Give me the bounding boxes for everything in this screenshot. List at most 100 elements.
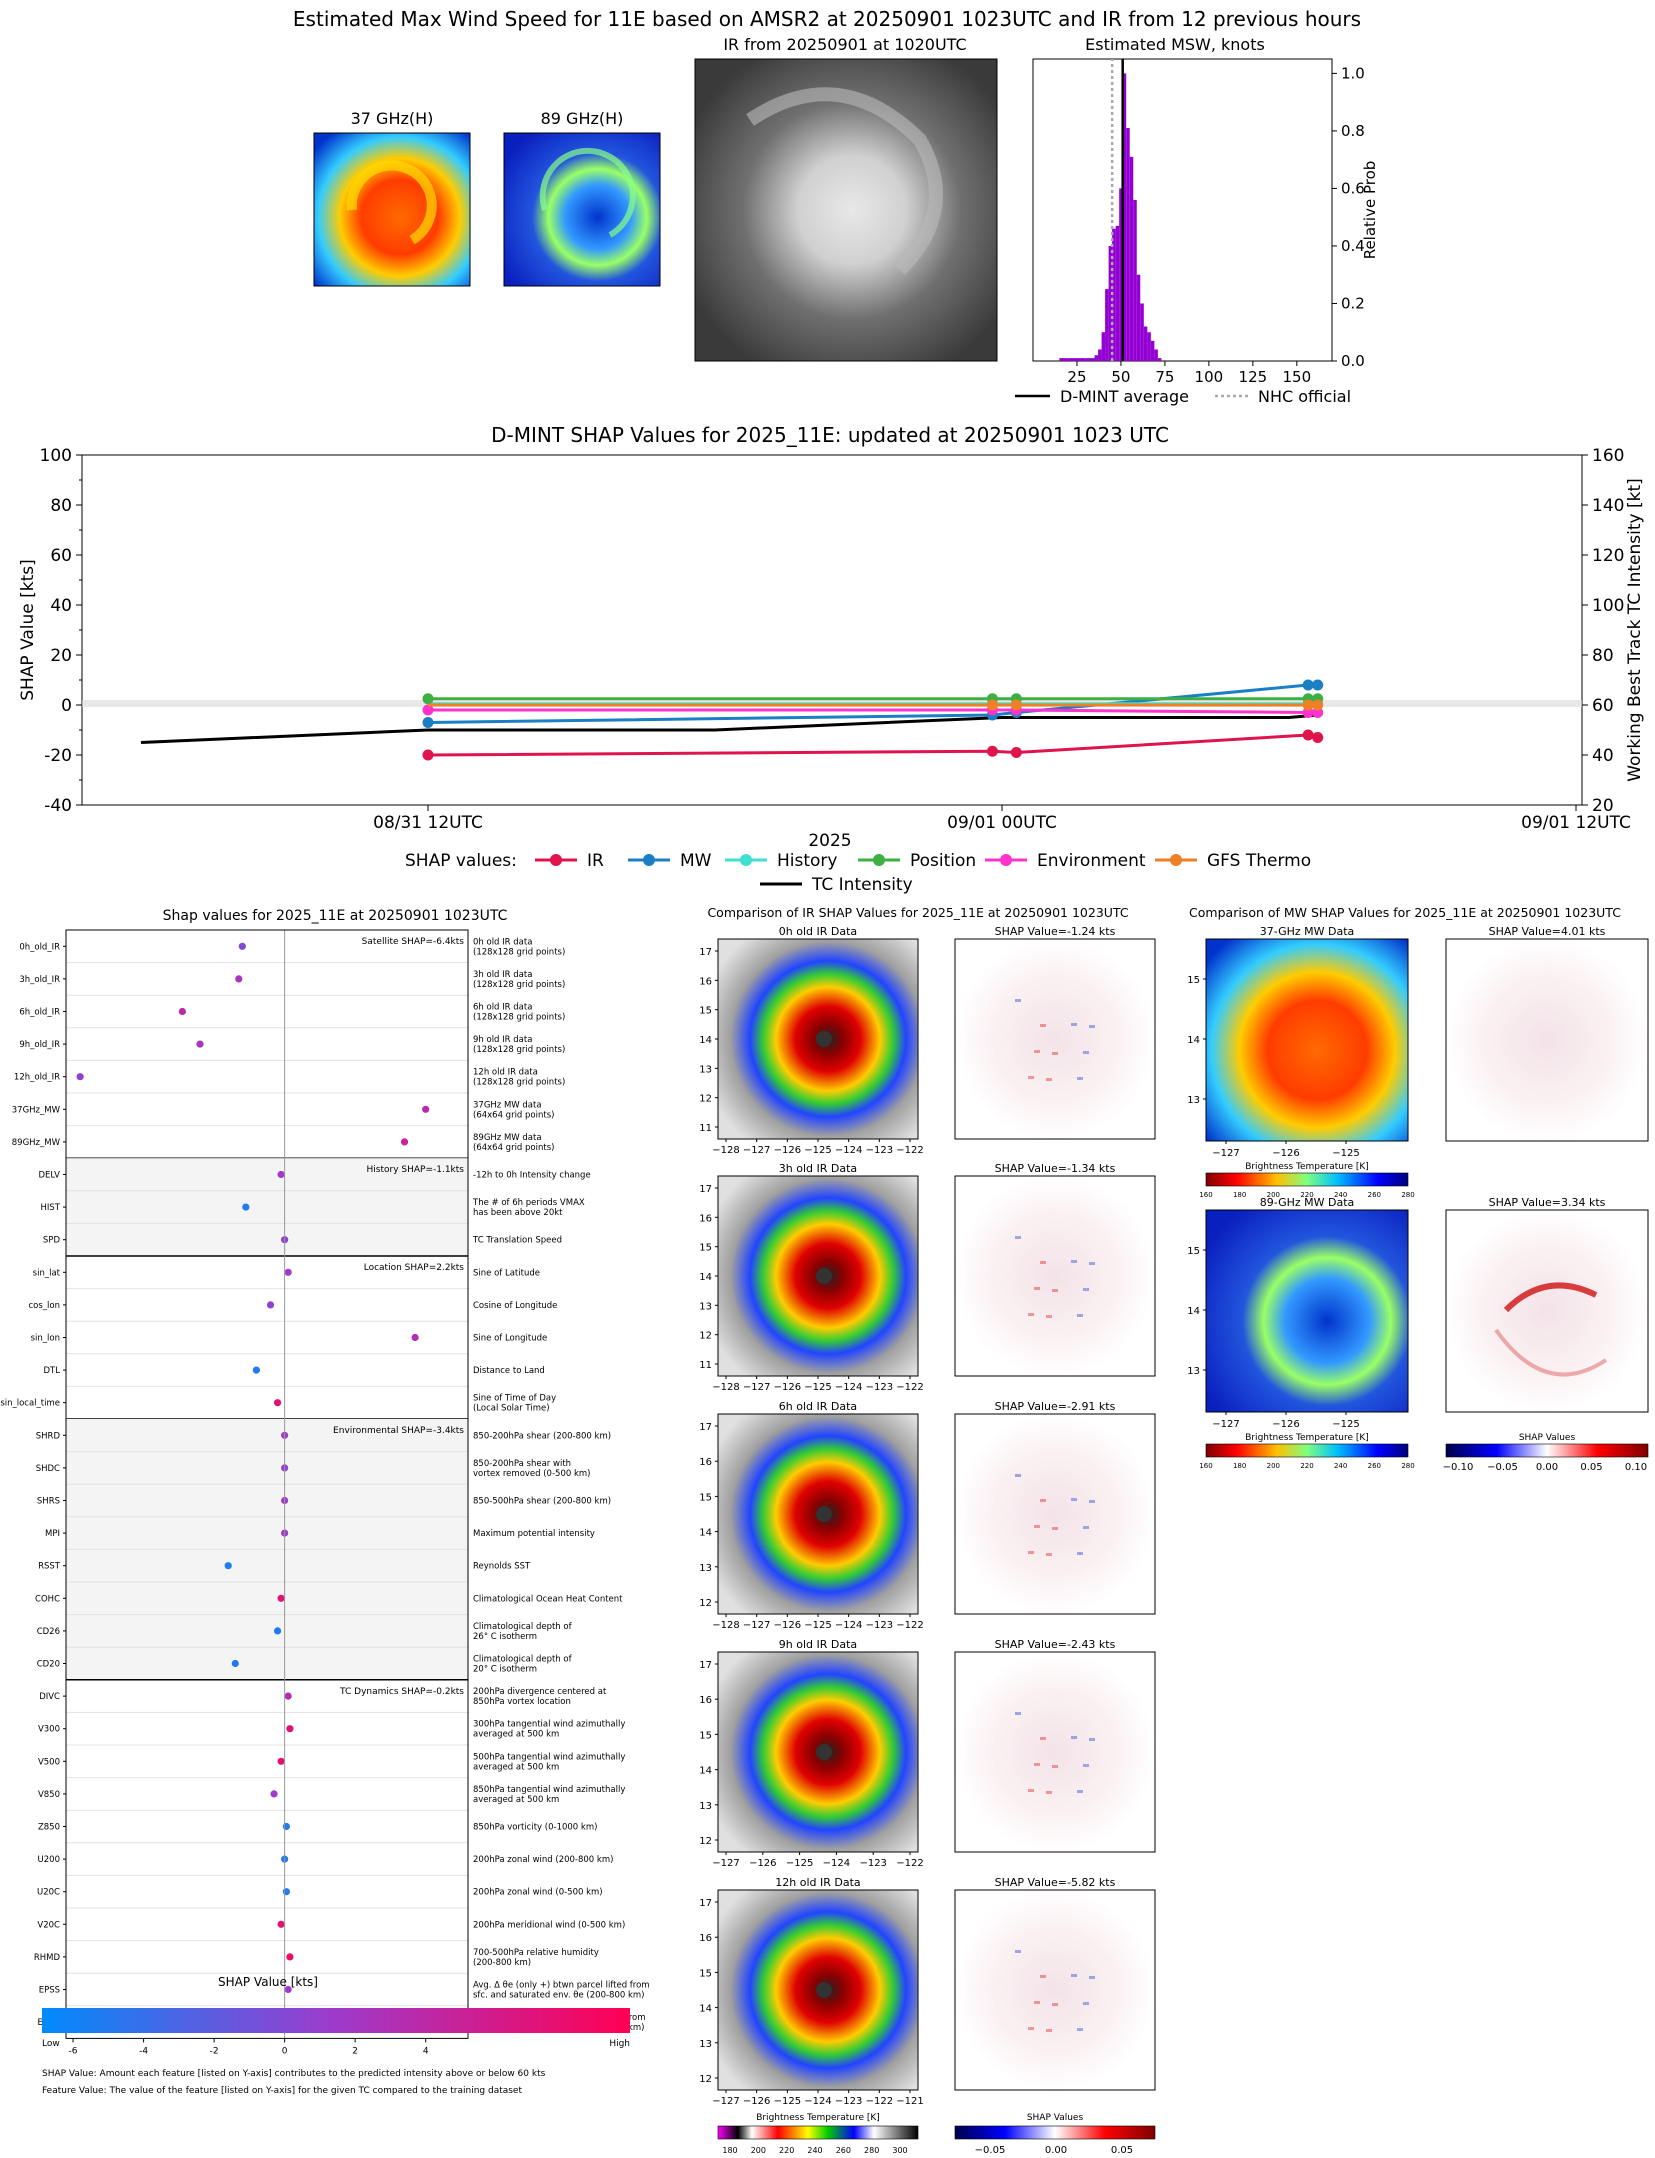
ir-shap-speckle bbox=[1028, 2027, 1034, 2030]
ir-cbar-tick-label: 300 bbox=[892, 2146, 907, 2155]
ts-legend-marker bbox=[1170, 854, 1182, 866]
feat-name-label: 9h_old_IR bbox=[19, 1040, 60, 1050]
ts-xtick-label: 09/01 12UTC bbox=[1521, 813, 1631, 833]
ts-y2tick-label: 60 bbox=[1592, 696, 1614, 716]
ts-legend-label: Position bbox=[910, 851, 976, 871]
ir-shap-speckle bbox=[1028, 1789, 1034, 1792]
ir-shap-panel-image bbox=[954, 938, 1156, 1140]
feat-desc-label: Climatological depth of bbox=[473, 1622, 573, 1632]
feat-group-label: Satellite SHAP=-6.4kts bbox=[362, 937, 465, 947]
ir-shap-speckle bbox=[1052, 1765, 1058, 1768]
feat-name-label: MPI bbox=[45, 1529, 60, 1539]
ir-xtick-label: −126 bbox=[774, 1382, 801, 1393]
mw-shap-panel-image bbox=[1445, 938, 1649, 1142]
feat-desc-label: vortex removed (0-500 km) bbox=[473, 1469, 590, 1479]
ir-ytick-label: 15 bbox=[699, 1006, 712, 1017]
ir-panel-label: 9h old IR Data bbox=[779, 1638, 857, 1651]
mw-cbar-tick-label: 280 bbox=[1401, 1191, 1414, 1199]
feat-shap-point bbox=[282, 1822, 290, 1831]
mw37-thumb-label: 37 GHz(H) bbox=[351, 109, 434, 128]
ir-ytick-label: 13 bbox=[699, 1563, 712, 1574]
feat-name-label: SHDC bbox=[36, 1464, 60, 1474]
ir-panel-label: 12h old IR Data bbox=[775, 1876, 860, 1889]
msw-bar bbox=[1094, 355, 1099, 361]
ir-shap-speckle bbox=[1083, 2002, 1089, 2005]
ir-ytick-label: 16 bbox=[699, 1933, 712, 1944]
ir-xtick-label: −124 bbox=[835, 1382, 862, 1393]
ts-y2tick-label: 40 bbox=[1592, 746, 1614, 766]
ir-ytick-label: 16 bbox=[699, 1695, 712, 1706]
ir-ytick-label: 14 bbox=[699, 1766, 712, 1777]
ir-ytick-label: 13 bbox=[699, 2039, 712, 2050]
msw-bar bbox=[1105, 289, 1109, 361]
feat-shap-point bbox=[282, 1888, 290, 1896]
feat-desc-label: (128x128 grid points) bbox=[473, 1013, 565, 1023]
ir-xtick-label: −125 bbox=[804, 1145, 831, 1156]
feat-xtick-label: -2 bbox=[210, 2046, 219, 2056]
ir-ytick-label: 13 bbox=[699, 1301, 712, 1312]
mw-ytick-label: 13 bbox=[1187, 1095, 1200, 1106]
feat-name-label: COHC bbox=[35, 1594, 60, 1604]
msw-bar bbox=[1126, 128, 1130, 361]
feat-xtick-label: 0 bbox=[282, 2046, 288, 2056]
feat-desc-label: has been above 20kt bbox=[473, 1208, 563, 1218]
ir-shap-speckle bbox=[1015, 1236, 1021, 1239]
feat-name-label: 0h_old_IR bbox=[19, 942, 60, 952]
ts-legend-marker bbox=[740, 854, 752, 866]
ts-ytick-label: 20 bbox=[50, 646, 72, 666]
feat-desc-label: Maximum potential intensity bbox=[473, 1529, 595, 1539]
mw-panel-label: 89-GHz MW Data bbox=[1260, 1196, 1355, 1209]
feat-shap-point bbox=[178, 1007, 186, 1016]
feat-shap-point bbox=[422, 1105, 430, 1113]
msw-bar bbox=[1108, 245, 1113, 361]
feat-name-label: DELV bbox=[38, 1171, 60, 1181]
feat-name-label: cos_lon bbox=[28, 1301, 60, 1311]
ir-cbar-tick-label: 260 bbox=[836, 2146, 851, 2155]
ir-shap-speckle bbox=[1052, 1527, 1058, 1530]
ts-point bbox=[986, 699, 998, 711]
ts-point bbox=[986, 745, 998, 757]
ts-y2tick-label: 160 bbox=[1592, 446, 1624, 466]
msw-bar bbox=[1076, 358, 1086, 361]
msw-bar bbox=[1154, 349, 1158, 361]
ts-series-line bbox=[427, 733, 1319, 757]
ir-shap-speckle bbox=[1071, 1736, 1077, 1739]
feat-group-label: History SHAP=-1.1kts bbox=[367, 1165, 465, 1175]
ir-cbar-tick-label: 220 bbox=[779, 2146, 794, 2155]
feat-shap-point bbox=[231, 1659, 239, 1668]
ir-shap-speckle bbox=[1015, 999, 1021, 1002]
feat-xtick-label: 4 bbox=[423, 2046, 429, 2056]
mw-cbar-tick-label: 180 bbox=[1233, 1191, 1246, 1199]
feat-title: Shap values for 2025_11E at 20250901 102… bbox=[163, 908, 508, 924]
feat-desc-label: Distance to Land bbox=[473, 1366, 545, 1376]
ir-panel-label: 0h old IR Data bbox=[779, 925, 857, 938]
ir-panel-eye bbox=[816, 1268, 832, 1284]
ir-xtick-label: −126 bbox=[749, 1858, 776, 1869]
ts-legend-intensity-label: TC Intensity bbox=[811, 875, 913, 895]
mwc-title: Comparison of MW SHAP Values for 2025_11… bbox=[1189, 905, 1621, 920]
feat-desc-label: 9h old IR data bbox=[473, 1035, 532, 1045]
ir-shap-speckle bbox=[1089, 1500, 1095, 1503]
ir-shap-speckle bbox=[1040, 1261, 1046, 1264]
feat-shap-point bbox=[277, 1757, 285, 1765]
ir-shap-speckle bbox=[1034, 1525, 1040, 1528]
feat-name-label: SHRD bbox=[36, 1431, 61, 1441]
ir-ytick-label: 17 bbox=[699, 1422, 712, 1433]
ts-y2tick-label: 20 bbox=[1592, 796, 1614, 816]
mw-ytick-label: 14 bbox=[1187, 1306, 1200, 1317]
ir-panel-eye bbox=[816, 1982, 832, 1998]
feat-shap-point bbox=[235, 975, 243, 983]
mw37-spiral-band bbox=[346, 160, 437, 245]
ir-ytick-label: 16 bbox=[699, 976, 712, 987]
feat-desc-label: Climatological Ocean Heat Content bbox=[473, 1594, 623, 1604]
msw-xtick-label: 75 bbox=[1155, 368, 1174, 386]
ir-ytick-label: 14 bbox=[699, 1528, 712, 1539]
ir-xtick-label: −126 bbox=[743, 2096, 770, 2107]
feat-desc-label: averaged at 500 km bbox=[473, 1762, 559, 1772]
ir-ytick-label: 17 bbox=[699, 1660, 712, 1671]
mw-cbar-tick-label: 260 bbox=[1368, 1462, 1381, 1470]
ir-cbar-tick-label: 180 bbox=[722, 2146, 737, 2155]
msw-bar bbox=[1085, 358, 1095, 361]
mw-brightness-colorbar bbox=[1205, 1443, 1409, 1458]
feat-name-label: 6h_old_IR bbox=[19, 1008, 60, 1018]
